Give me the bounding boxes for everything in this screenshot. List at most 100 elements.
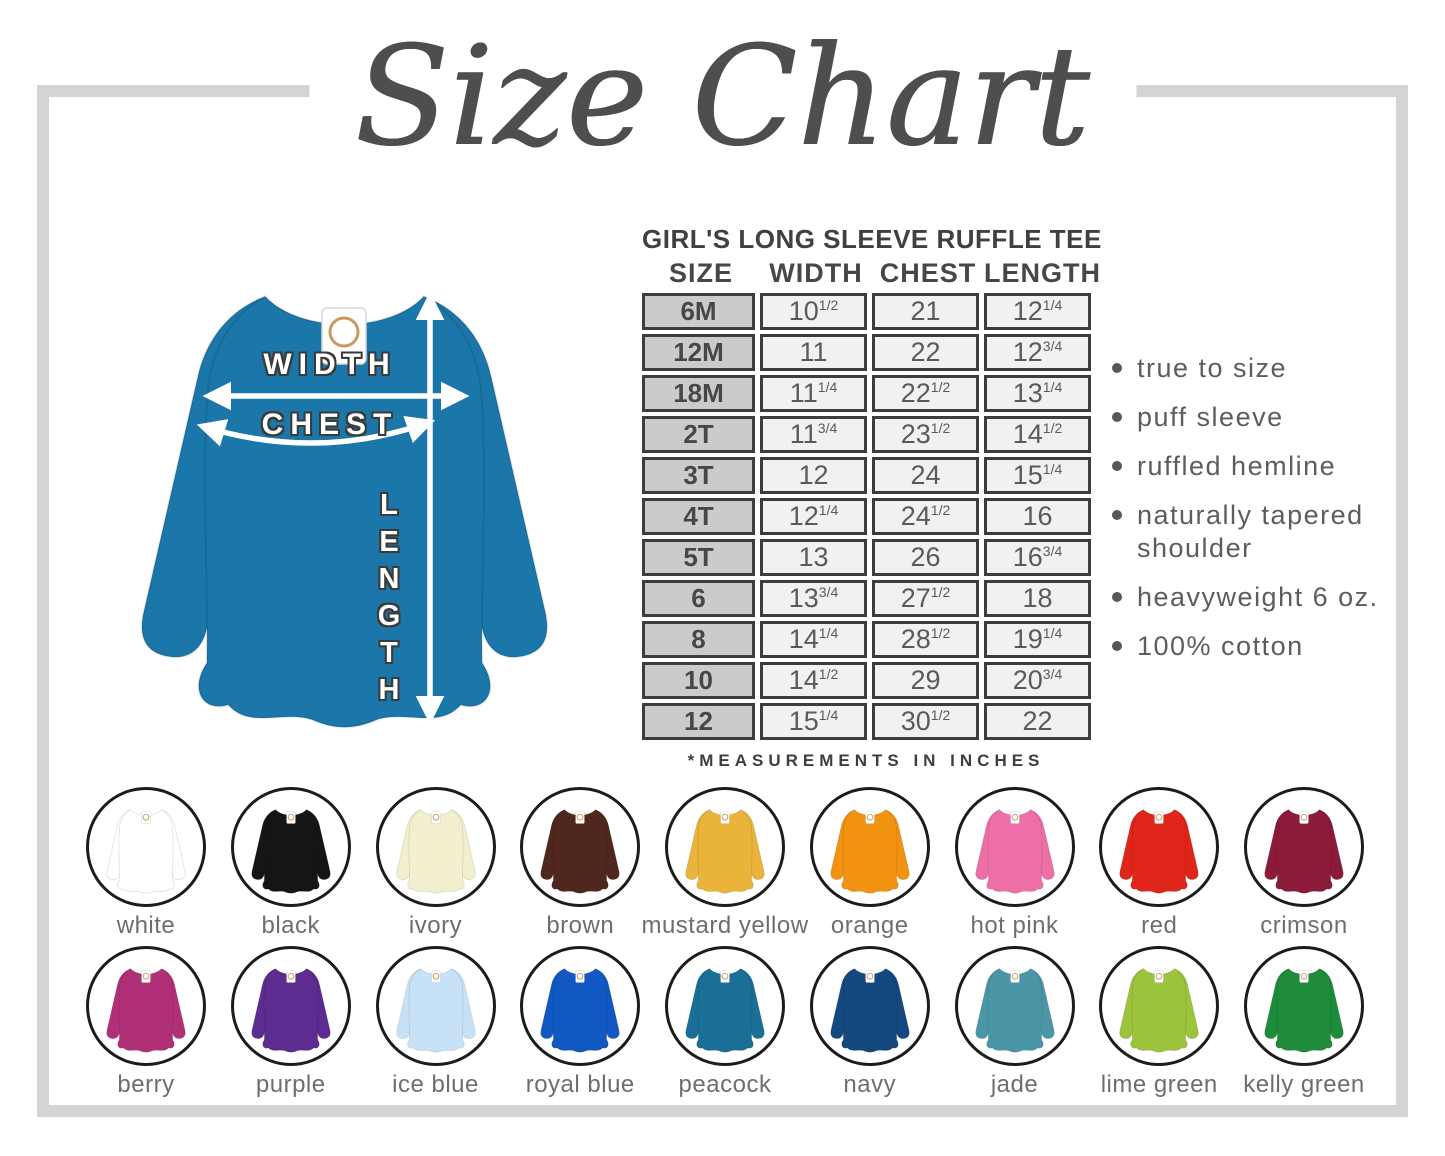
- swatch-purple: purple: [225, 946, 357, 1099]
- measurement-cell: 21: [872, 293, 979, 330]
- feature-text: heavyweight 6 oz.: [1137, 581, 1379, 612]
- col-header-size: SIZE: [668, 258, 733, 288]
- swatch-circle: [1244, 946, 1364, 1066]
- feature-item: true to size: [1112, 352, 1380, 385]
- swatch-grid: white black ivory brown must: [80, 787, 1370, 1105]
- mini-shirt-icon: [251, 968, 331, 1053]
- measurement-cell: 241/2: [872, 498, 979, 535]
- measurement-cell: 16: [984, 498, 1091, 535]
- swatch-kelly-green: kelly green: [1238, 946, 1370, 1099]
- swatch-circle: [86, 946, 206, 1066]
- swatch-circle: [665, 946, 785, 1066]
- swatch-circle: [375, 946, 496, 1066]
- swatch-row: white black ivory brown must: [80, 787, 1370, 940]
- measurement-cell: 141/4: [760, 621, 867, 658]
- swatch-label: orange: [830, 912, 909, 939]
- swatch-circle: [809, 787, 930, 907]
- swatch-ivory: ivory: [370, 787, 502, 940]
- swatch-circle: [1099, 946, 1220, 1066]
- size-cell: 5T: [642, 539, 755, 576]
- swatch-label: brown: [546, 912, 615, 939]
- mini-shirt-icon: [974, 809, 1055, 894]
- mini-shirt-icon: [395, 809, 476, 894]
- size-row: 12 151/4 301/2 22: [642, 703, 1091, 740]
- length-label: LENGTH: [373, 489, 405, 711]
- measurement-cell: 131/4: [984, 375, 1091, 412]
- swatch-label: black: [261, 912, 321, 939]
- swatch-hot-pink: hot pink: [949, 787, 1081, 940]
- chest-arrow: [196, 416, 436, 447]
- measurement-cell: 11: [760, 334, 867, 371]
- measurement-cell: 151/4: [984, 457, 1091, 494]
- swatch-label: peacock: [678, 1071, 772, 1098]
- swatch-black: black: [225, 787, 357, 940]
- bullet-dot-icon: [1112, 509, 1122, 520]
- bullet-dot-icon: [1112, 640, 1122, 651]
- swatch-red: red: [1093, 787, 1225, 940]
- size-row: 3T 12 24 151/4: [642, 457, 1091, 494]
- measurement-cell: 121/4: [760, 498, 867, 535]
- swatch-label: lime green: [1100, 1071, 1218, 1098]
- mini-shirt-icon: [1264, 809, 1344, 894]
- mini-shirt-icon: [830, 968, 910, 1053]
- page-title: Size Chart: [354, 16, 1091, 177]
- swatch-berry: berry: [80, 946, 212, 1099]
- measurement-cell: 22: [872, 334, 979, 371]
- swatch-royal-blue: royal blue: [514, 946, 646, 1099]
- swatch-label: berry: [117, 1071, 175, 1098]
- measurement-cell: 151/4: [760, 703, 867, 740]
- col-header-length: LENGTH: [984, 258, 1101, 288]
- col-header-width: WIDTH: [769, 258, 863, 288]
- size-row: 12M 11 22 123/4: [642, 334, 1091, 371]
- feature-text: ruffled hemline: [1137, 450, 1337, 481]
- measurement-cell: 281/2: [872, 621, 979, 658]
- size-cell: 12: [642, 703, 755, 740]
- size-table-body: 6M 101/2 21 121/4 12M 11 22 123/4 18M 111/4 221/2 1…: [642, 293, 1091, 740]
- feature-item: ruffled hemline: [1112, 450, 1380, 483]
- swatch-row: berry purple ice blue royal blue: [80, 946, 1370, 1099]
- size-cell: 3T: [642, 457, 755, 494]
- mini-shirt-icon: [1119, 968, 1199, 1053]
- swatch-circle: [520, 946, 641, 1066]
- swatch-orange: orange: [804, 787, 936, 940]
- title-wrap: Size Chart: [308, 2, 1137, 193]
- swatch-circle: [809, 946, 930, 1066]
- col-header-chest: CHEST: [879, 258, 977, 288]
- mini-shirt-icon: [1119, 809, 1199, 894]
- bullet-dot-icon: [1112, 411, 1122, 422]
- swatch-label: navy: [843, 1071, 897, 1098]
- feature-item: naturally tapered shoulder: [1112, 499, 1380, 565]
- size-row: 10 141/2 29 203/4: [642, 662, 1091, 699]
- size-row: 8 141/4 281/2 191/4: [642, 621, 1091, 658]
- mini-shirt-icon: [395, 968, 476, 1053]
- size-cell: 10: [642, 662, 755, 699]
- mini-shirt-icon: [251, 809, 331, 894]
- measurement-cell: 163/4: [984, 539, 1091, 576]
- mini-shirt-icon: [540, 809, 620, 894]
- size-row: 6 133/4 271/2 18: [642, 580, 1091, 617]
- size-row: 2T 113/4 231/2 141/2: [642, 416, 1091, 453]
- size-row: 5T 13 26 163/4: [642, 539, 1091, 576]
- feature-text: 100% cotton: [1137, 630, 1304, 661]
- mini-shirt-icon: [685, 968, 765, 1053]
- swatch-circle: [230, 787, 351, 907]
- size-cell: 8: [642, 621, 755, 658]
- bullet-dot-icon: [1112, 591, 1122, 602]
- swatch-circle: [86, 787, 206, 907]
- swatch-circle: [520, 787, 641, 907]
- shirt-measurement-diagram: WIDTH CHEST LENGTH: [65, 246, 625, 766]
- swatch-label: ice blue: [392, 1071, 479, 1098]
- swatch-lime-green: lime green: [1093, 946, 1225, 1099]
- size-cell: 2T: [642, 416, 755, 453]
- measurement-cell: 12: [760, 457, 867, 494]
- measurement-cell: 301/2: [872, 703, 979, 740]
- swatch-crimson: crimson: [1238, 787, 1370, 940]
- size-cell: 4T: [642, 498, 755, 535]
- swatch-label: hot pink: [970, 912, 1059, 939]
- size-cell: 18M: [642, 375, 755, 412]
- swatch-label: jade: [990, 1071, 1039, 1098]
- feature-text: true to size: [1137, 353, 1288, 383]
- width-label: WIDTH: [263, 348, 397, 381]
- measurement-cell: 271/2: [872, 580, 979, 617]
